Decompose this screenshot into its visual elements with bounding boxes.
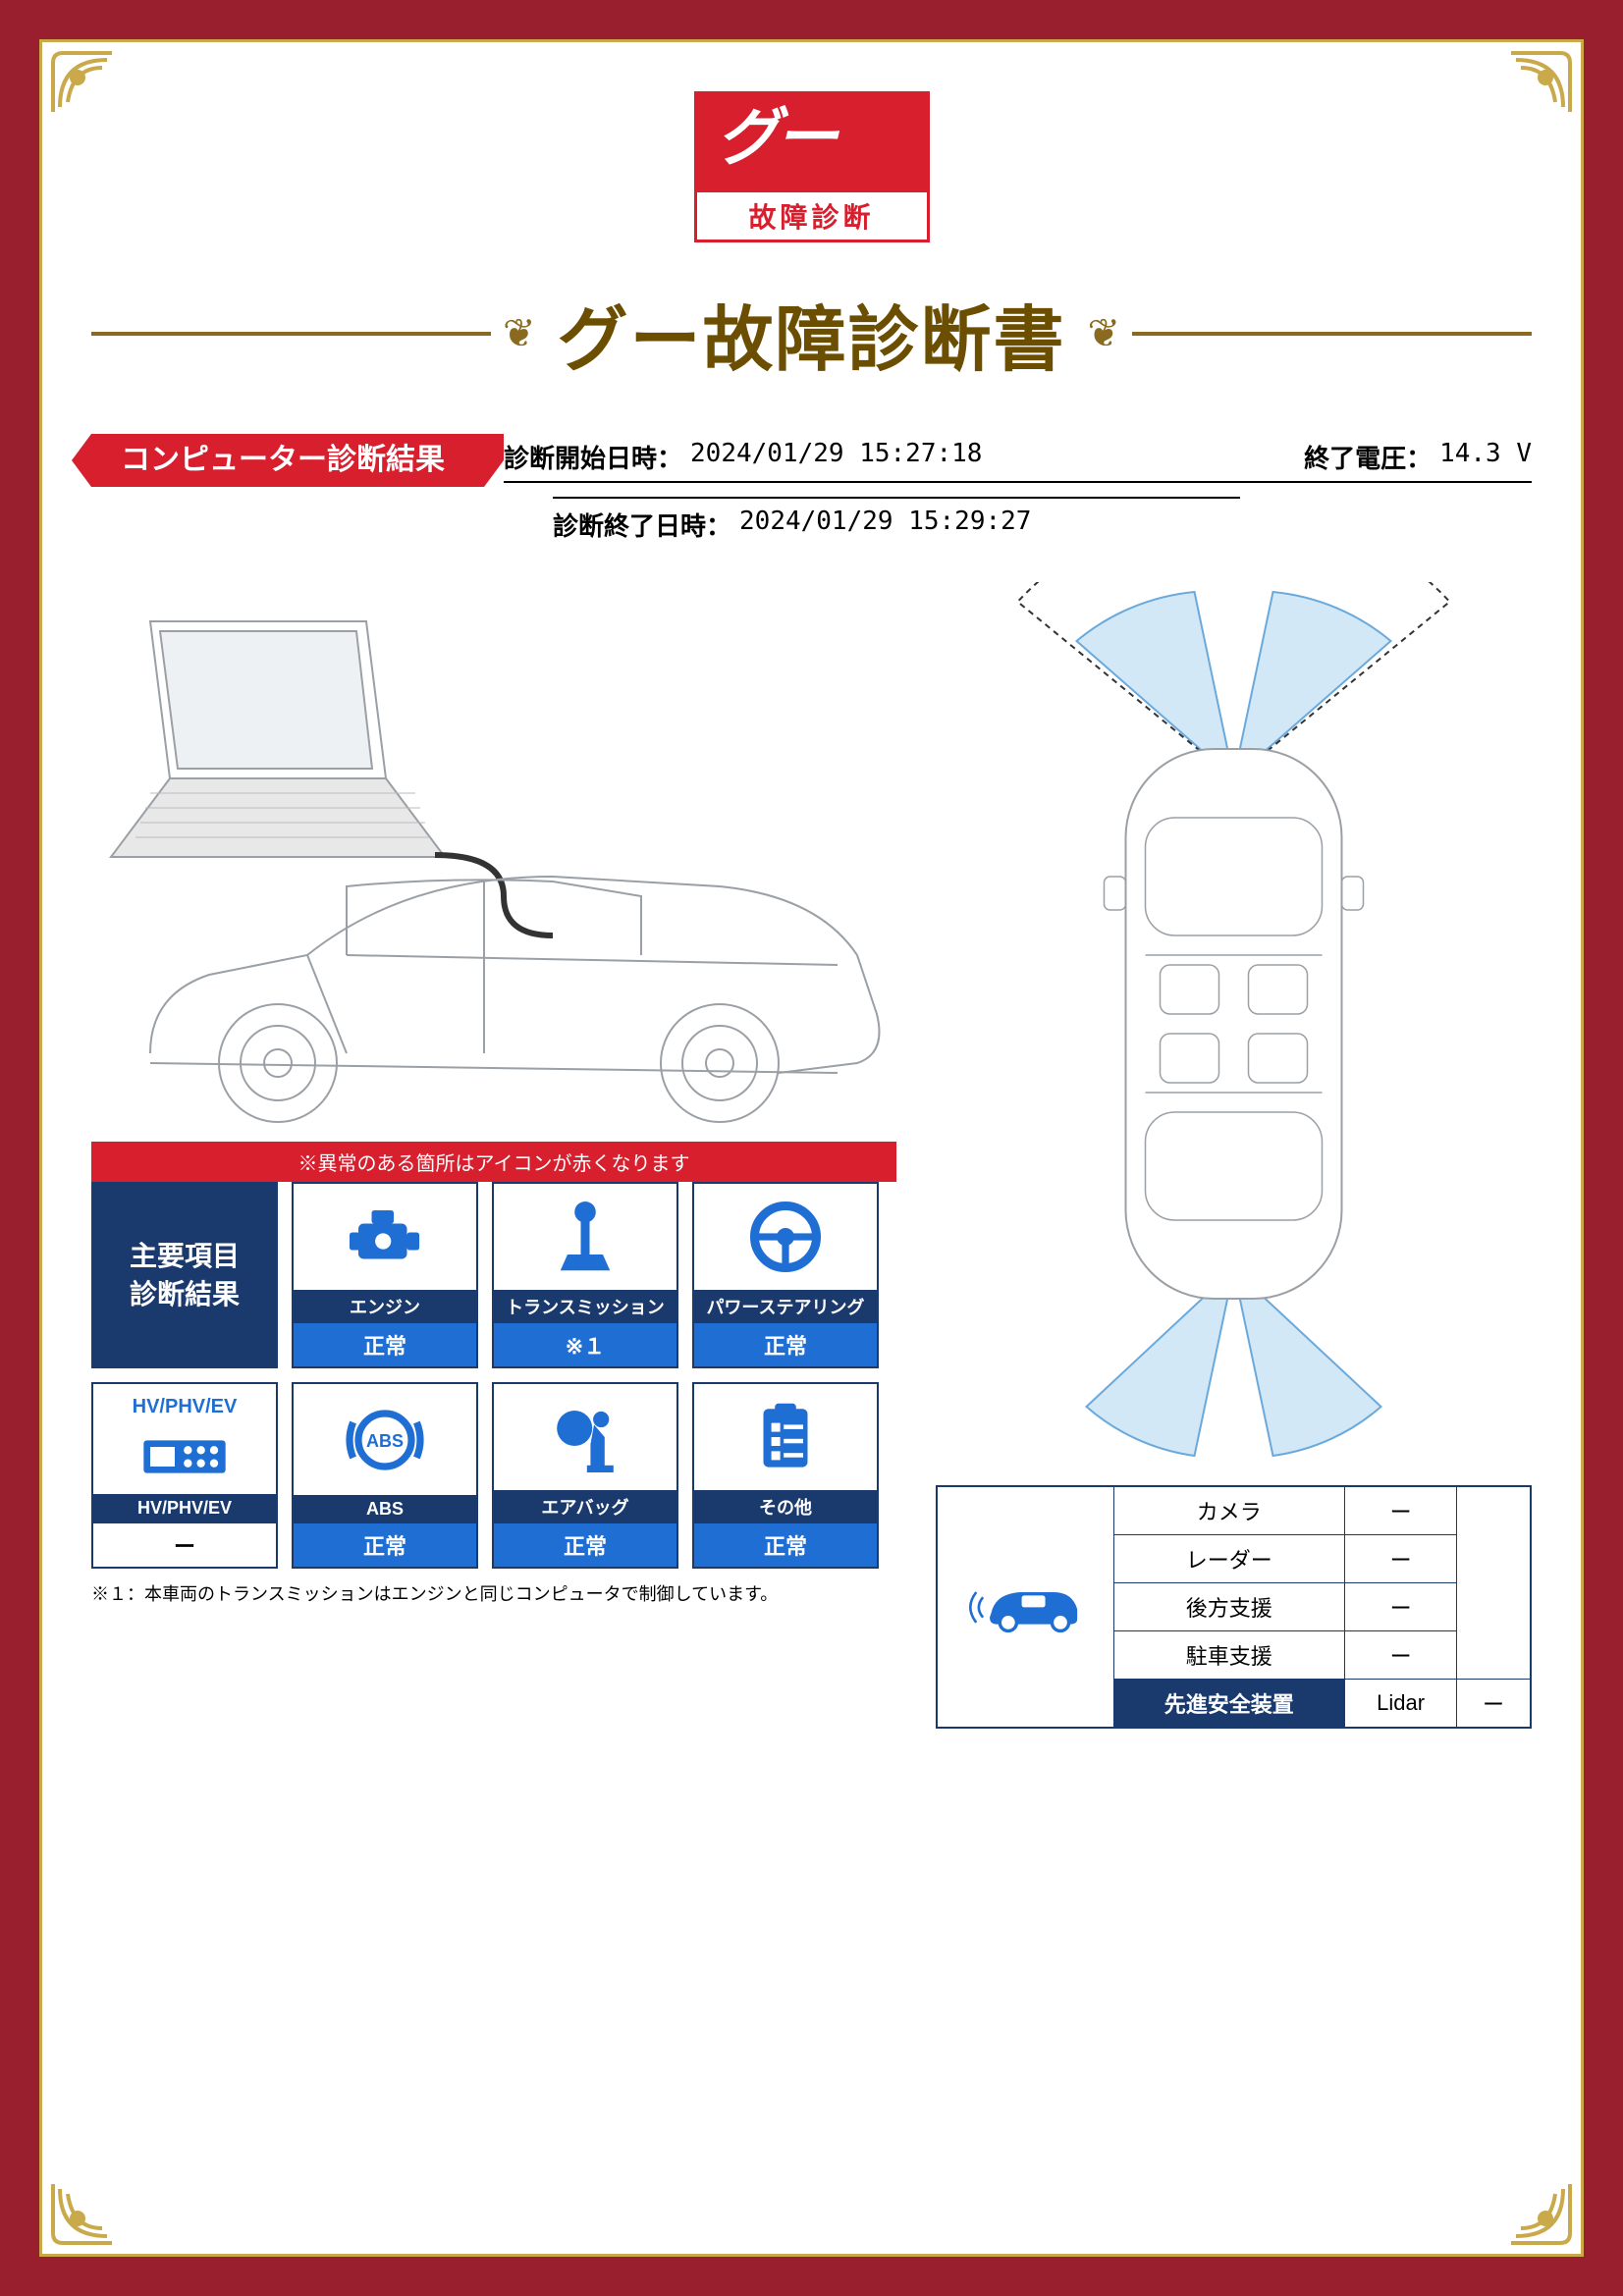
footnote: ※１：本車両のトランスミッションはエンジンと同じコンピュータで制御しています。 xyxy=(91,1580,896,1606)
diag-other: その他 正常 xyxy=(692,1382,879,1569)
logo-bottom-text: 故障診断 xyxy=(697,192,927,240)
diag-status: 正常 xyxy=(294,1523,476,1567)
brand-logo: グー 故障診断 xyxy=(91,91,1532,242)
diag-transmission: トランスミッション ※１ xyxy=(492,1182,678,1368)
start-value: 2024/01/29 15:27:18 xyxy=(690,439,982,475)
diag-airbag: エアバッグ 正常 xyxy=(492,1382,678,1569)
flourish-icon: ❦ xyxy=(503,311,536,356)
start-datetime: 診断開始日時： 2024/01/29 15:27:18 xyxy=(504,439,982,475)
corner-ornament-icon xyxy=(1506,48,1575,117)
voltage-value: 14.3 V xyxy=(1439,439,1532,475)
car-sensor-diagram xyxy=(936,582,1532,1466)
safety-row-label: レーダー xyxy=(1113,1535,1345,1583)
safety-row-value: ー xyxy=(1345,1535,1457,1583)
section-header: コンピューター診断結果 診断開始日時： 2024/01/29 15:27:18 … xyxy=(91,434,1532,487)
safety-row-value: ー xyxy=(1457,1680,1531,1729)
diag-label: エアバッグ xyxy=(494,1490,676,1523)
voltage-label: 終了電圧： xyxy=(1304,439,1432,475)
document-title-row: ❦ グー故障診断書 ❦ xyxy=(91,282,1532,385)
diag-abs: ABS ABS 正常 xyxy=(292,1382,478,1569)
diag-power-steering: パワーステアリング 正常 xyxy=(692,1182,879,1368)
safety-row-label: Lidar xyxy=(1345,1680,1457,1729)
safety-equipment-table: カメラ ー レーダー ー 後方支援 ー 駐車支援 ー 先進安全装置 Lida xyxy=(936,1485,1532,1729)
diag-label: その他 xyxy=(694,1490,877,1523)
diag-label: エンジン xyxy=(294,1290,476,1323)
diag-label: ABS xyxy=(294,1495,476,1523)
safety-row-value: ー xyxy=(1345,1583,1457,1631)
laptop-car-diagram xyxy=(91,582,896,1132)
abs-icon: ABS xyxy=(294,1384,476,1495)
airbag-icon xyxy=(494,1384,676,1490)
hv-top-text: HV/PHV/EV xyxy=(133,1396,238,1418)
certificate-frame: グー 故障診断 ❦ グー故障診断書 ❦ コンピューター診断結果 診断開始日時： … xyxy=(39,39,1584,2257)
diagnostic-grid: 主要項目 診断結果 エンジン 正常 トランスミッション ※１ xyxy=(91,1182,896,1569)
safety-row-label: 駐車支援 xyxy=(1113,1631,1345,1680)
end-label: 診断終了日時： xyxy=(553,507,731,543)
safety-row-value: ー xyxy=(1345,1486,1457,1535)
corner-ornament-icon xyxy=(1506,2179,1575,2248)
diag-status: 正常 xyxy=(294,1323,476,1366)
diag-header-cell: 主要項目 診断結果 xyxy=(91,1182,278,1368)
safety-header: 先進安全装置 xyxy=(1113,1680,1345,1729)
clipboard-icon xyxy=(694,1384,877,1490)
diag-label: トランスミッション xyxy=(494,1290,676,1323)
steering-wheel-icon xyxy=(694,1184,877,1290)
end-value: 2024/01/29 15:29:27 xyxy=(739,507,1031,543)
diag-status: ー xyxy=(93,1522,276,1567)
transmission-icon xyxy=(494,1184,676,1290)
end-voltage: 終了電圧： 14.3 V xyxy=(1304,439,1532,475)
logo-top-text: グー xyxy=(697,94,927,192)
document-title: グー故障診断書 xyxy=(558,282,1066,385)
svg-text:ABS: ABS xyxy=(366,1431,404,1451)
diag-status: 正常 xyxy=(694,1523,877,1567)
diag-engine: エンジン 正常 xyxy=(292,1182,478,1368)
diag-header-text: 主要項目 診断結果 xyxy=(130,1237,240,1313)
engine-icon xyxy=(294,1184,476,1290)
diag-label: パワーステアリング xyxy=(694,1290,877,1323)
section-ribbon: コンピューター診断結果 xyxy=(91,434,484,487)
start-label: 診断開始日時： xyxy=(504,439,682,475)
end-datetime: 診断終了日時： 2024/01/29 15:29:27 xyxy=(553,497,1240,543)
safety-car-icon xyxy=(937,1486,1113,1728)
diag-status: 正常 xyxy=(494,1523,676,1567)
corner-ornament-icon xyxy=(48,2179,117,2248)
safety-row-value: ー xyxy=(1345,1631,1457,1680)
safety-row-label: カメラ xyxy=(1113,1486,1345,1535)
safety-row-label: 後方支援 xyxy=(1113,1583,1345,1631)
diag-label: HV/PHV/EV xyxy=(93,1494,276,1522)
notice-bar: ※異常のある箇所はアイコンが赤くなります xyxy=(91,1142,896,1182)
diag-hv: HV/PHV/EV HV/PHV/EV ー xyxy=(91,1382,278,1569)
corner-ornament-icon xyxy=(48,48,117,117)
diag-status: 正常 xyxy=(694,1323,877,1366)
flourish-icon: ❦ xyxy=(1088,311,1121,356)
ecu-icon xyxy=(93,1418,276,1494)
diag-status: ※１ xyxy=(494,1323,676,1366)
